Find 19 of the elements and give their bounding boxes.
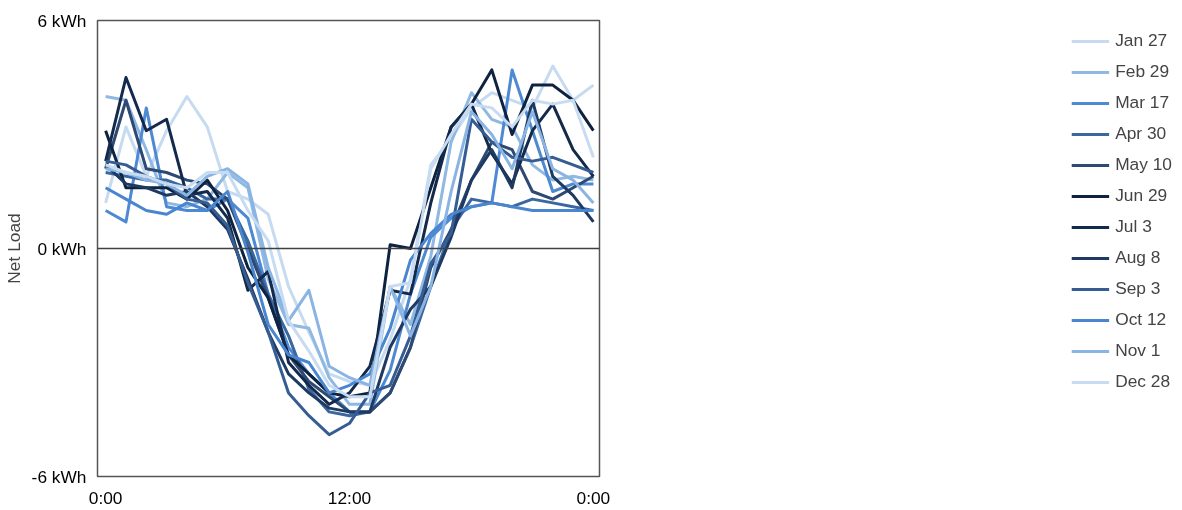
legend-label: Oct 12 [1115,309,1167,330]
legend-label: Sep 3 [1115,278,1161,299]
legend-label: Mar 17 [1115,92,1170,113]
legend-label: May 10 [1115,154,1172,175]
legend-label: Jun 29 [1115,185,1168,206]
legend-label: Jul 3 [1115,216,1152,237]
x-tick-label: 0:00 [576,487,611,508]
y-tick-label: 6 kWh [37,10,87,31]
y-tick-label: -6 kWh [31,466,87,487]
y-axis-title: Net Load [3,213,24,284]
x-tick-label: 0:00 [88,487,123,508]
legend-label: Dec 28 [1115,371,1171,392]
legend-label: Nov 1 [1115,340,1161,361]
legend-label: Apr 30 [1115,123,1167,144]
y-tick-label: 0 kWh [37,238,87,259]
legend-label: Feb 29 [1115,61,1170,82]
x-tick-label: 12:00 [327,487,372,508]
legend-label: Aug 8 [1115,247,1161,268]
legend-label: Jan 27 [1115,30,1168,51]
